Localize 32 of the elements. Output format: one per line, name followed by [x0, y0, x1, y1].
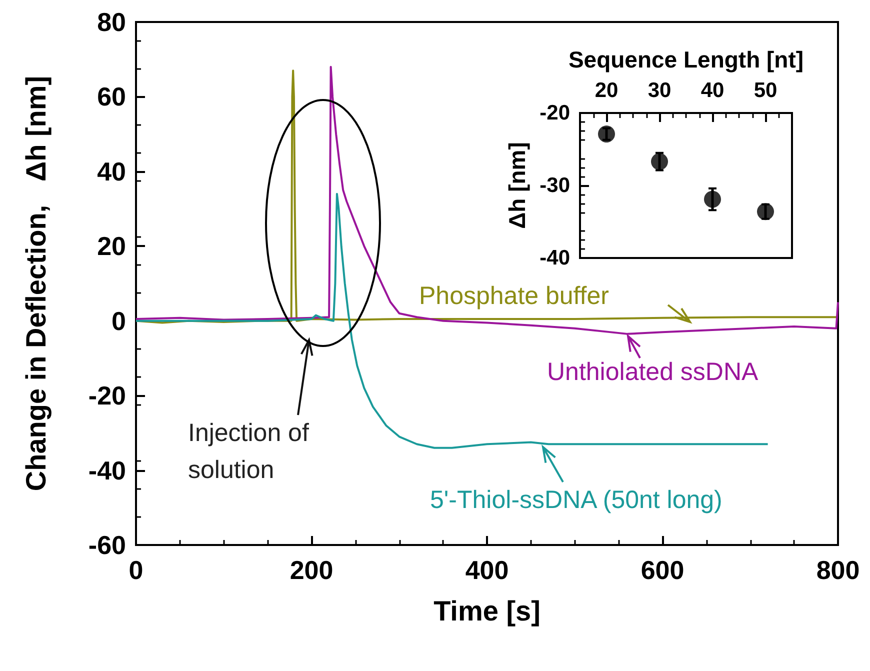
- legend-label: Unthiolated ssDNA: [547, 358, 758, 387]
- series-label: Phosphate buffer: [419, 282, 609, 311]
- x-tick-label: 30: [648, 79, 672, 102]
- x-axis-title: Sequence Length [nt]: [568, 46, 804, 72]
- x-tick-label: 40: [700, 79, 724, 102]
- x-tick-label: 200: [290, 555, 334, 585]
- y-tick-label: -40: [88, 455, 126, 486]
- x-tick-label: 600: [640, 555, 684, 585]
- x-axis-title: Time [s]: [434, 596, 540, 626]
- y-tick-label: 60: [97, 82, 126, 112]
- annotation: Injection of solution: [188, 418, 310, 486]
- point: [704, 190, 721, 208]
- y-tick-label: 20: [97, 231, 126, 262]
- y-tick-label: 80: [97, 7, 126, 37]
- y-tick-label: -60: [88, 530, 126, 560]
- x-tick-label: 400: [465, 555, 509, 585]
- line-series: [135, 192, 769, 449]
- y-tick-label: -20: [540, 102, 570, 124]
- x-tick-label: 800: [816, 555, 860, 585]
- legend-label: 5'-Thiol-ssDNA (50nt long): [430, 486, 722, 515]
- y-axis-title: Δh [nm]: [504, 142, 530, 229]
- y-tick-label: -30: [540, 174, 570, 197]
- x-tick-label: 20: [594, 79, 618, 102]
- y-tick-label: 40: [97, 156, 126, 186]
- y-axis-title: Change in Deflection, Δh [nm]: [20, 76, 52, 492]
- y-tick-label: -20: [88, 380, 126, 411]
- y-tick-label: -40: [540, 246, 570, 270]
- point: [757, 203, 774, 220]
- point: [598, 126, 615, 143]
- y-tick-label: 0: [112, 306, 126, 336]
- x-tick-label: 50: [754, 79, 778, 102]
- point: [651, 153, 668, 170]
